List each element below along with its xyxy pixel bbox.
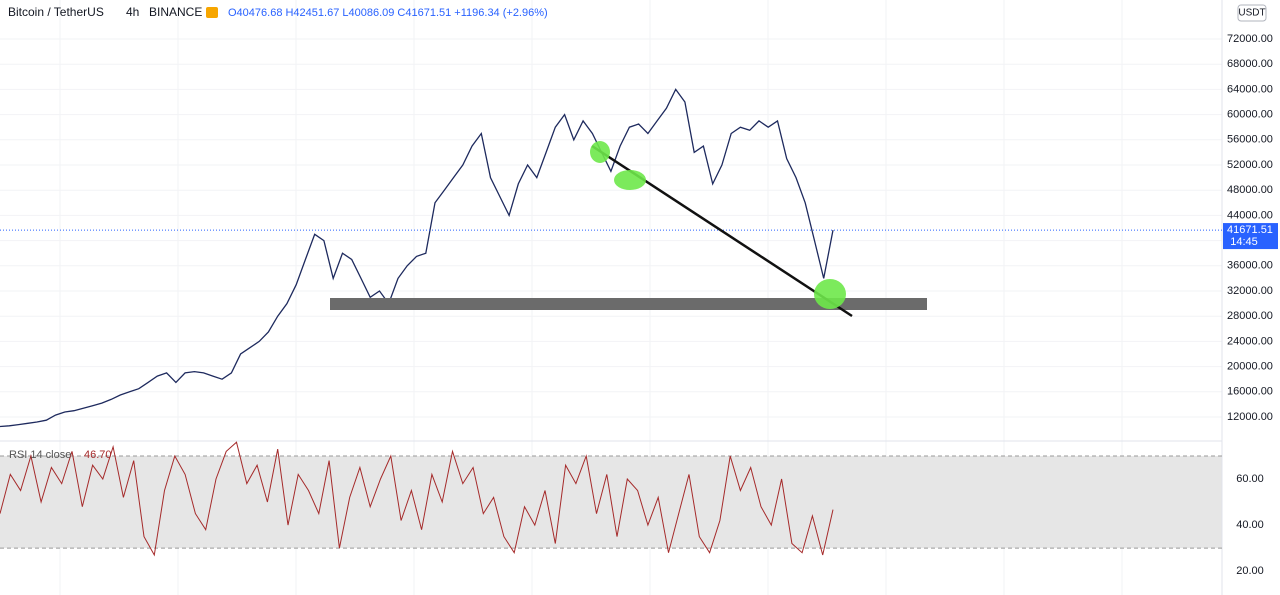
y-tick-label: 56000.00 <box>1227 134 1273 146</box>
y-tick-label: 20.00 <box>1236 565 1264 577</box>
y-tick-label: 60.00 <box>1236 473 1264 485</box>
grid <box>0 0 1222 595</box>
y-tick-label: 28000.00 <box>1227 310 1273 322</box>
y-tick-label: 44000.00 <box>1227 209 1273 221</box>
last-price-label: 41671.51 <box>1227 224 1273 236</box>
currency[interactable]: USDT <box>1238 8 1265 19</box>
price-line <box>0 88 834 428</box>
flag-icon[interactable] <box>206 7 218 18</box>
y-tick-label: 12000.00 <box>1227 411 1273 423</box>
exchange: BINANCE <box>149 5 202 19</box>
highlight <box>614 170 646 190</box>
highlight <box>590 141 610 163</box>
y-tick-label: 64000.00 <box>1227 83 1273 95</box>
currency-button[interactable] <box>1237 4 1267 22</box>
y-tick-label: 68000.00 <box>1227 58 1273 70</box>
y-tick-label: 32000.00 <box>1227 285 1273 297</box>
ohlc: O40476.68 H42451.67 L40086.09 C41671.51 … <box>228 7 548 19</box>
y-tick-label: 52000.00 <box>1227 159 1273 171</box>
countdown: 14:45 <box>1230 236 1258 248</box>
plot <box>0 88 1222 557</box>
y-tick-label: 20000.00 <box>1227 361 1273 373</box>
support-zone <box>330 298 927 310</box>
y-tick-label: 36000.00 <box>1227 260 1273 272</box>
y-tick-label: 60000.00 <box>1227 109 1273 121</box>
interval: 4h <box>126 5 139 19</box>
price-line <box>0 441 834 557</box>
rsi-name: RSI 14 close <box>9 449 71 461</box>
y-tick-label: 48000.00 <box>1227 184 1273 196</box>
symbol: Bitcoin / TetherUS <box>8 5 104 19</box>
y-tick-label: 24000.00 <box>1227 335 1273 347</box>
y-tick-label: 16000.00 <box>1227 386 1273 398</box>
highlight <box>814 279 846 309</box>
y-tick-label: 72000.00 <box>1227 33 1273 45</box>
y-tick-label: 40.00 <box>1236 519 1264 531</box>
rsi-value: 46.70 <box>84 449 112 461</box>
price-badge <box>1223 223 1278 250</box>
